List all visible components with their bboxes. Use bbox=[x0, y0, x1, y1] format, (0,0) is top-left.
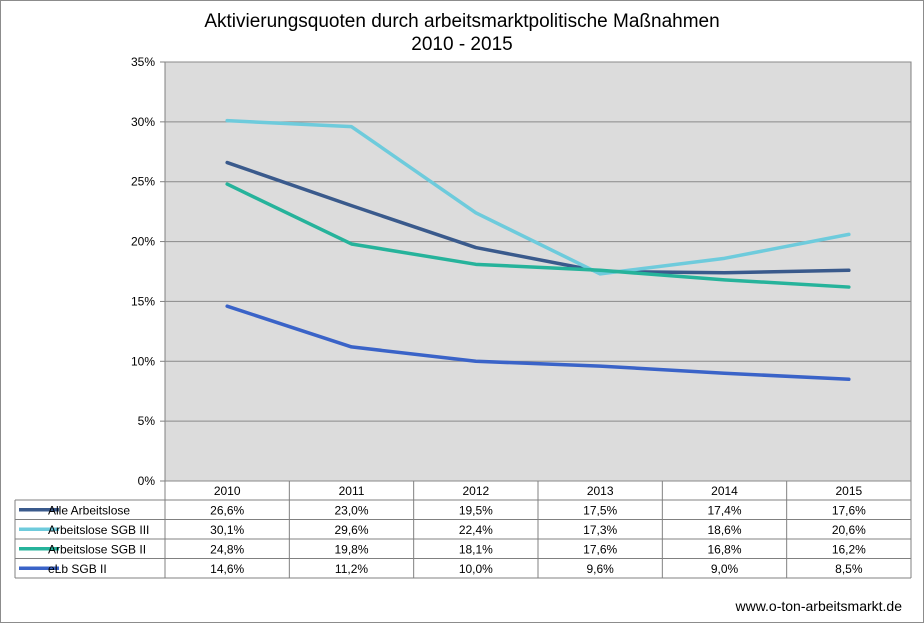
y-tick-label: 35% bbox=[131, 55, 155, 69]
y-tick-label: 5% bbox=[138, 414, 156, 428]
y-axis-ticks: 0% 5% 10% 15% 20% 25% 30% 35% bbox=[131, 55, 155, 488]
data-value-label: 17,6% bbox=[832, 503, 866, 517]
data-value-label: 17,5% bbox=[583, 503, 617, 517]
data-value-label: 9,6% bbox=[586, 562, 614, 576]
series-name: Arbeitslose SGB III bbox=[48, 523, 149, 537]
data-table: 2010 2011 2012 2013 2014 2015 Alle Arbeitslose… bbox=[14, 481, 912, 579]
data-value-label: 19,8% bbox=[334, 542, 368, 556]
data-value-label: 30,1% bbox=[210, 523, 244, 537]
series-name: Arbeitslose SGB II bbox=[48, 542, 146, 556]
data-value-label: 14,6% bbox=[210, 562, 244, 576]
data-value-label: 19,5% bbox=[459, 503, 493, 517]
x-category-label: 2013 bbox=[587, 484, 614, 498]
series-lines bbox=[225, 118, 851, 381]
data-value-label: 22,4% bbox=[459, 523, 493, 537]
data-value-label: 18,6% bbox=[707, 523, 741, 537]
x-category-label: 2014 bbox=[711, 484, 738, 498]
x-category-label: 2015 bbox=[835, 484, 862, 498]
chart-title: Aktivierungsquoten durch arbeitsmarktpol… bbox=[204, 11, 720, 32]
y-tick-label: 15% bbox=[131, 294, 155, 308]
data-value-label: 17,6% bbox=[583, 542, 617, 556]
data-value-label: 11,2% bbox=[335, 562, 368, 576]
data-value-label: 10,0% bbox=[459, 562, 493, 576]
data-value-label: 17,4% bbox=[707, 503, 741, 517]
data-value-label: 24,8% bbox=[210, 542, 244, 556]
y-tick-label: 25% bbox=[131, 175, 155, 189]
y-tick-label: 30% bbox=[131, 115, 155, 129]
series-line bbox=[225, 118, 851, 276]
data-value-label: 8,5% bbox=[835, 562, 863, 576]
y-tick-label: 10% bbox=[131, 354, 155, 368]
x-category-label: 2011 bbox=[339, 484, 365, 498]
data-value-label: 20,6% bbox=[832, 523, 866, 537]
x-category-label: 2010 bbox=[214, 484, 241, 498]
data-value-label: 23,0% bbox=[334, 503, 368, 517]
y-tick-label: 0% bbox=[138, 474, 156, 488]
series-line bbox=[225, 304, 851, 381]
data-value-label: 17,3% bbox=[583, 523, 617, 537]
series-name: eLb SGB II bbox=[48, 562, 107, 576]
series-line bbox=[225, 160, 851, 275]
series-line bbox=[225, 182, 851, 289]
data-value-label: 9,0% bbox=[711, 562, 739, 576]
chart-subtitle: 2010 - 2015 bbox=[411, 34, 513, 55]
y-tick-label: 20% bbox=[131, 235, 155, 249]
series-name: Alle Arbeitslose bbox=[48, 503, 130, 517]
data-value-label: 26,6% bbox=[210, 503, 244, 517]
x-category-label: 2012 bbox=[462, 484, 489, 498]
data-value-label: 29,6% bbox=[334, 523, 368, 537]
data-value-label: 16,2% bbox=[832, 542, 866, 556]
source-url: www.o-ton-arbeitsmarkt.de bbox=[735, 598, 902, 614]
data-value-label: 16,8% bbox=[707, 542, 741, 556]
data-value-label: 18,1% bbox=[459, 542, 493, 556]
